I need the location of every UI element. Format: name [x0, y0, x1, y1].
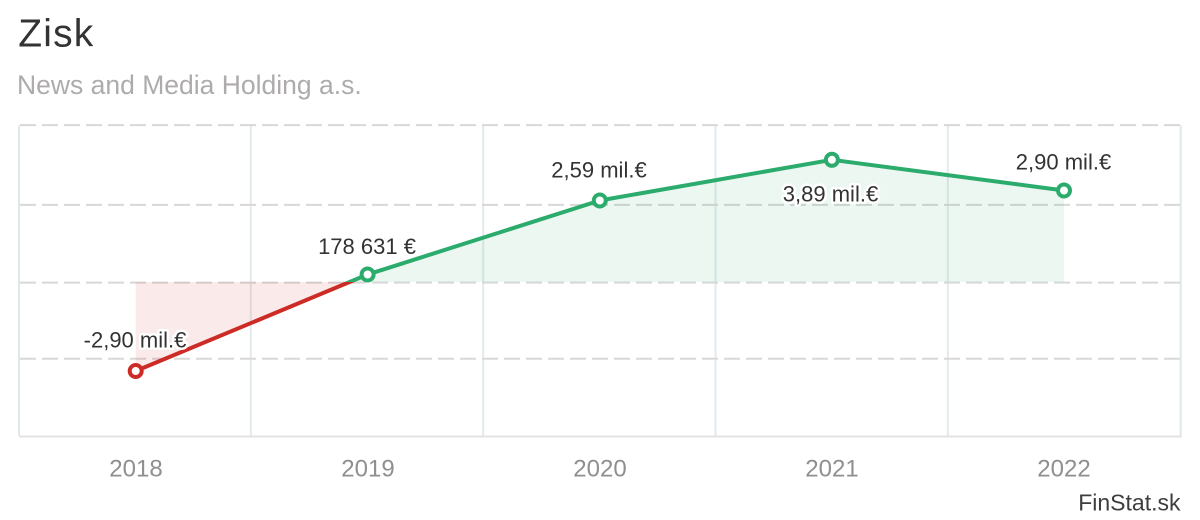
svg-text:2,59 mil.€: 2,59 mil.€: [551, 158, 646, 183]
svg-text:2022: 2022: [1037, 456, 1090, 483]
svg-text:3,89 mil.€: 3,89 mil.€: [783, 182, 878, 207]
svg-text:FinStat.sk: FinStat.sk: [1078, 490, 1181, 516]
svg-text:Zisk: Zisk: [18, 13, 94, 56]
svg-text:2021: 2021: [805, 456, 858, 483]
svg-text:2018: 2018: [109, 456, 162, 483]
svg-text:News and Media Holding a.s.: News and Media Holding a.s.: [17, 70, 362, 100]
svg-text:-2,90 mil.€: -2,90 mil.€: [84, 328, 187, 353]
svg-text:178 631 €: 178 631 €: [318, 234, 416, 259]
svg-text:2,90 mil.€: 2,90 mil.€: [1016, 150, 1111, 175]
svg-text:2020: 2020: [573, 456, 626, 483]
svg-text:2019: 2019: [341, 456, 394, 483]
